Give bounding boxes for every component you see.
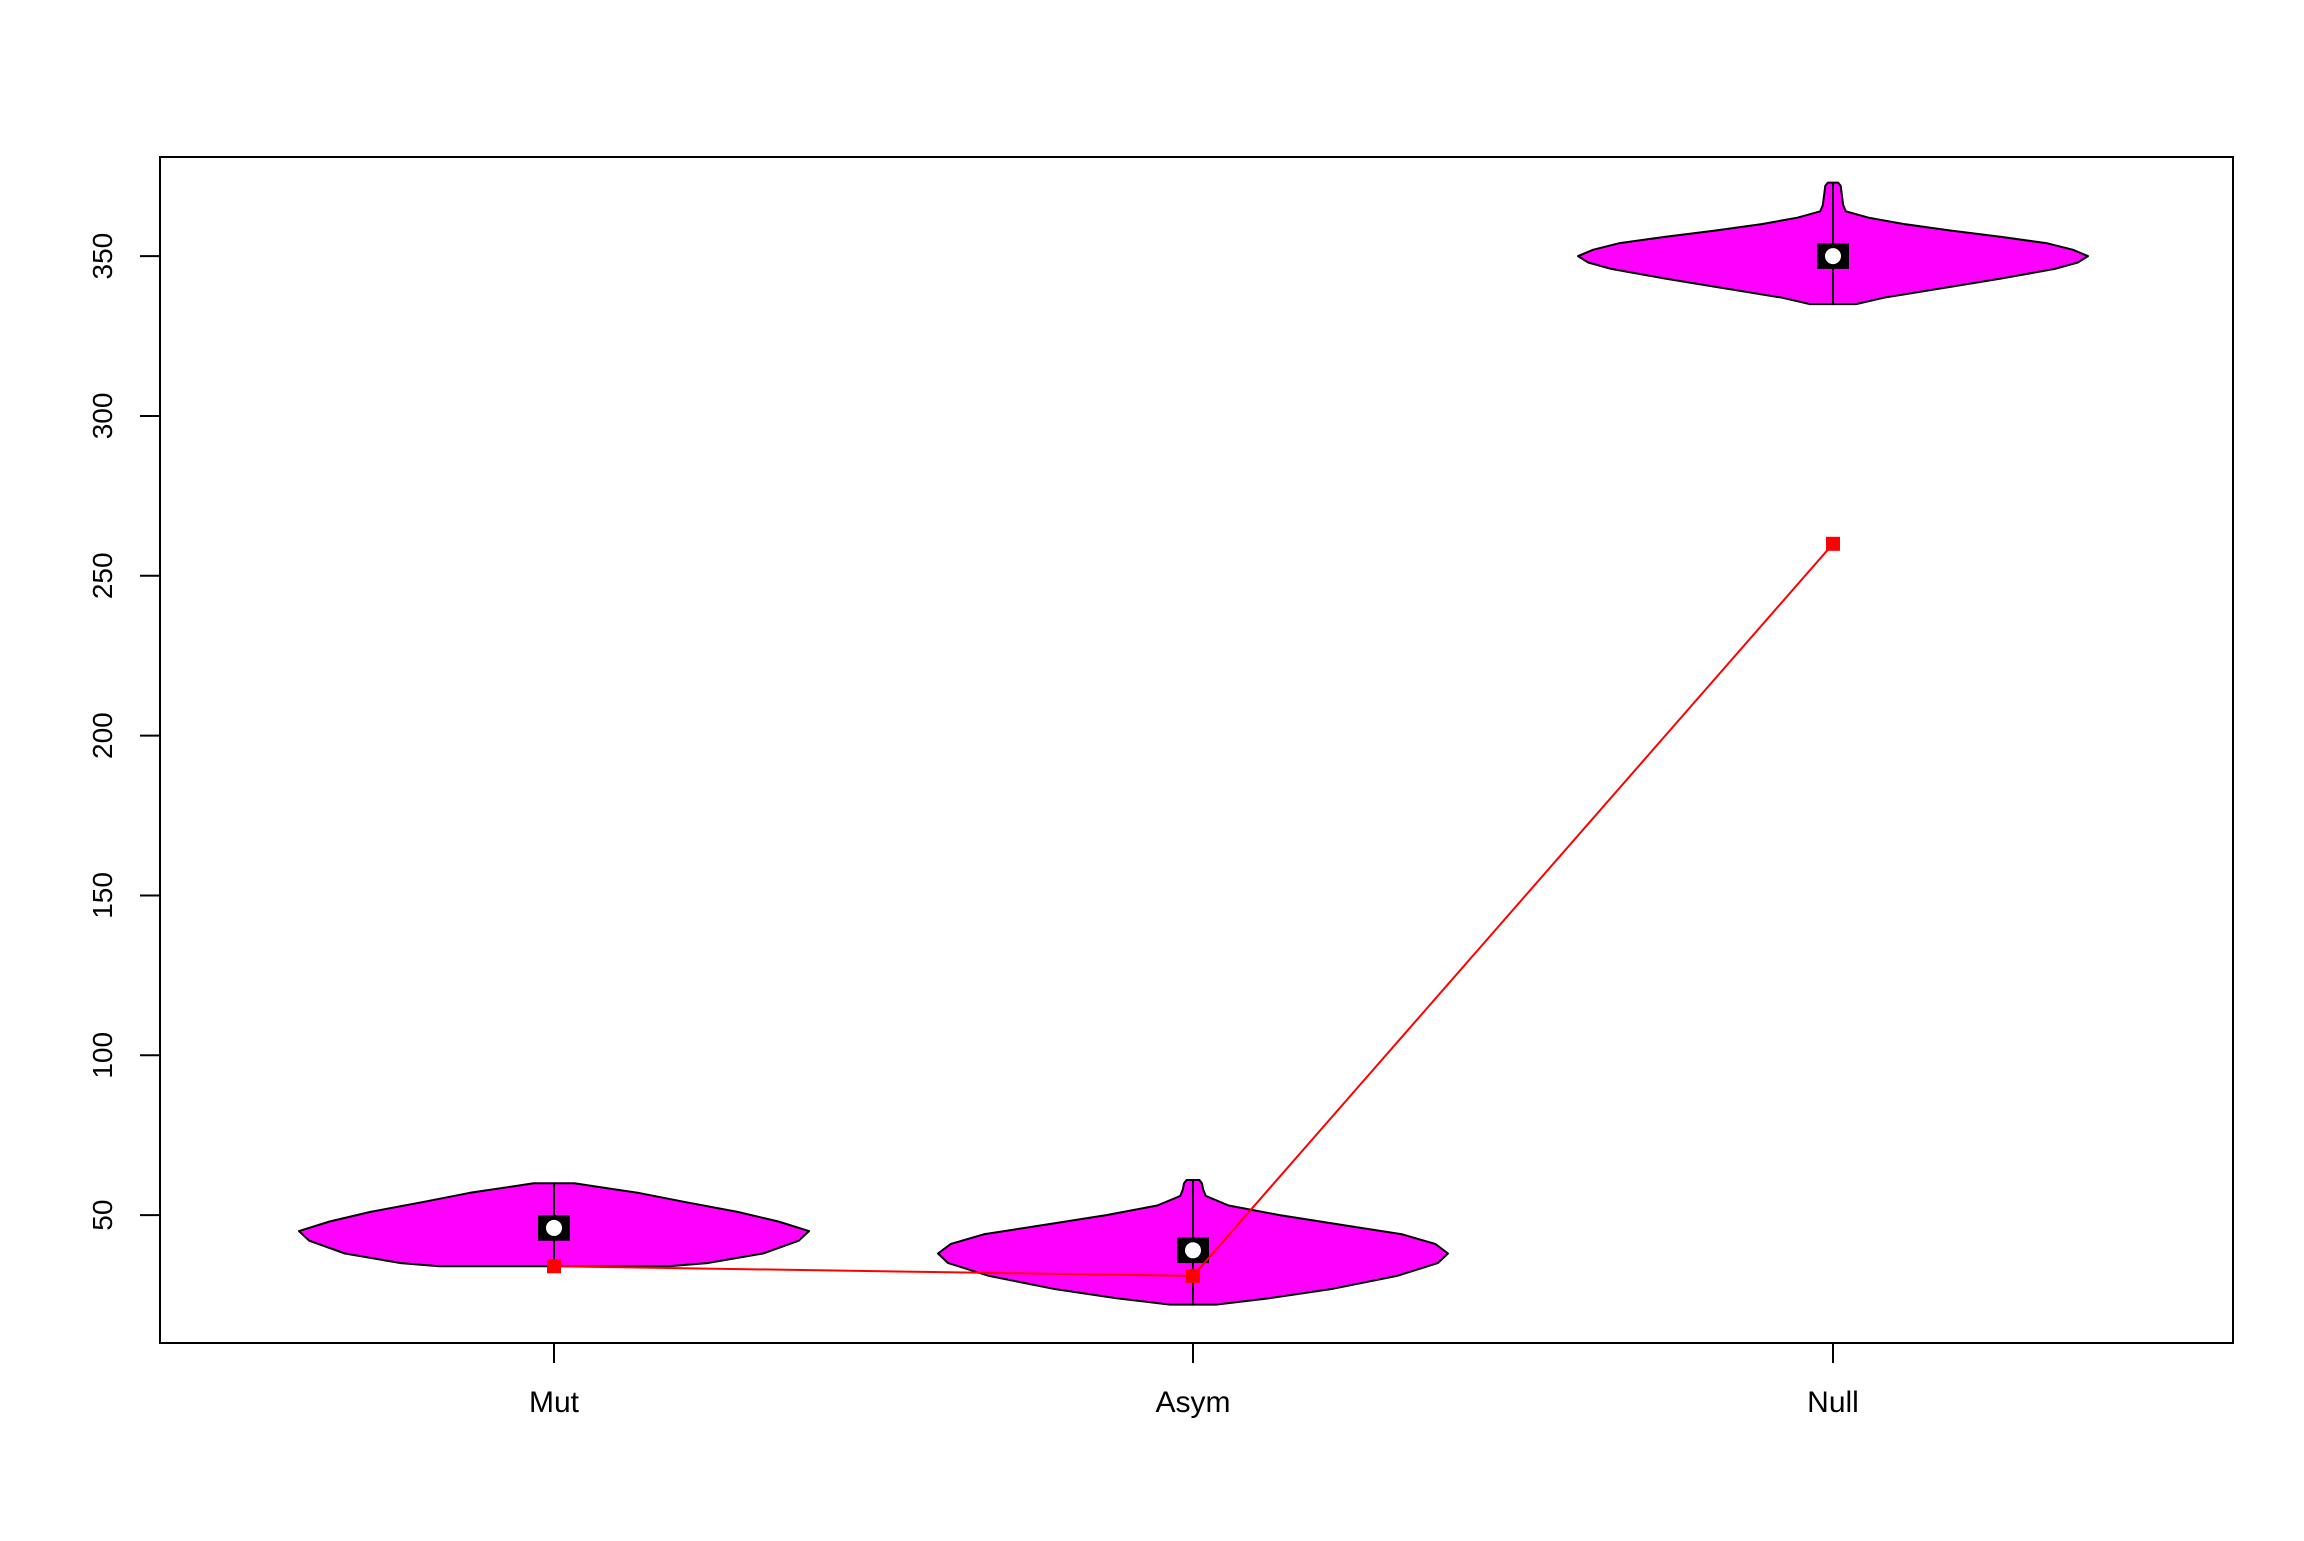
median-point-null	[1825, 248, 1841, 265]
x-tick-label-null: Null	[1807, 1386, 1859, 1419]
x-tick-label-mut: Mut	[529, 1386, 580, 1419]
median-point-asym	[1185, 1242, 1201, 1259]
y-axis: 50 100 150 200 250 300 350	[87, 233, 161, 1231]
overlay-point-asym	[1186, 1268, 1200, 1283]
violin-mut	[298, 1182, 810, 1268]
y-tick-label-100: 100	[87, 1032, 118, 1079]
x-tick-label-asym: Asym	[1156, 1386, 1231, 1419]
violin-asym	[937, 1179, 1449, 1306]
y-tick-label-300: 300	[87, 393, 118, 440]
y-tick-label-350: 350	[87, 233, 118, 280]
y-tick-label-150: 150	[87, 872, 118, 919]
overlay-point-mut	[547, 1259, 561, 1274]
x-axis: Mut Asym Null	[529, 1343, 1859, 1419]
overlay-line	[553, 543, 1834, 1277]
y-tick-label-200: 200	[87, 712, 118, 759]
median-point-mut	[546, 1219, 562, 1236]
violins	[298, 181, 2089, 1306]
y-tick-label-50: 50	[87, 1200, 118, 1231]
plot-frame	[159, 156, 2234, 1344]
y-tick-label-250: 250	[87, 552, 118, 599]
overlay-series	[547, 536, 1840, 1283]
overlay-point-null	[1826, 536, 1840, 551]
violin-null	[1577, 181, 2089, 306]
